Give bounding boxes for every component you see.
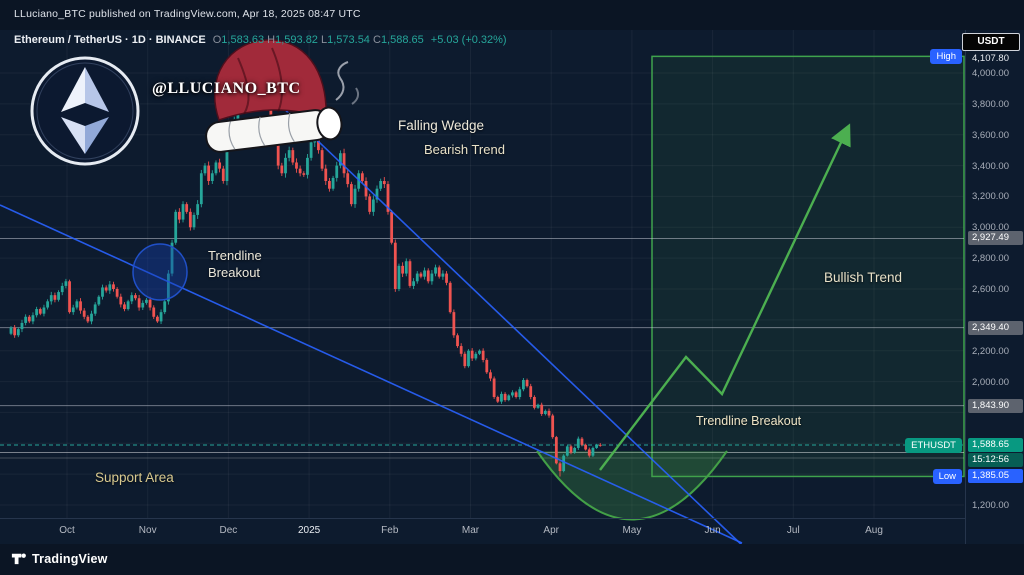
price-tick: 3,200.00: [972, 191, 1009, 203]
time-axis-label: Jun: [704, 525, 721, 536]
breakout-circle-drawing: [132, 243, 188, 301]
tradingview-brand-text: TradingView: [32, 551, 108, 566]
wedge-resistance-trendline: [234, 61, 746, 549]
time-axis-label: Mar: [461, 525, 480, 536]
level-price-badge: 1,843.90: [968, 398, 1023, 413]
price-tick: 4,000.00: [972, 67, 1009, 79]
price-tick: 3,400.00: [972, 160, 1009, 172]
price-tick: 3,600.00: [972, 129, 1009, 141]
wedge-trendlines: [0, 61, 746, 549]
time-axis-label: 2025: [297, 525, 321, 536]
low-price-badge: 1,385.05: [968, 469, 1023, 484]
symbol-title: Ethereum / TetherUS · 1D · BINANCE: [14, 34, 206, 46]
price-tick: 1,200.00: [972, 499, 1009, 511]
horizontal-price-levels: [0, 237, 964, 459]
time-axis-label: Jul: [786, 525, 800, 536]
bullish-projection-arrow: [599, 123, 851, 471]
time-axis-label: Oct: [59, 525, 75, 536]
santa-hat-drawing: [205, 39, 360, 153]
price-tick: 3,000.00: [972, 222, 1009, 234]
annotation-support-area: Support Area: [95, 470, 174, 485]
ethereum-logo: [30, 56, 140, 166]
price-tick: 3,800.00: [972, 98, 1009, 110]
change-value: +5.03 (+0.32%): [430, 34, 507, 46]
time-axis-label: Apr: [543, 525, 559, 536]
publish-bar: LLuciano_BTC published on TradingView.co…: [0, 0, 1024, 30]
time-axis-label: Dec: [219, 525, 238, 536]
symbol-header: Ethereum / TetherUS · 1D · BINANCE O1,58…: [14, 34, 507, 46]
low-flag: Low: [932, 469, 962, 485]
annotation-trendline-breakout-nov: Trendline Breakout: [208, 248, 262, 280]
ohlc-values: O1,583.63 H1,593.82 L1,573.54 C1,588.65: [212, 34, 424, 46]
time-axis[interactable]: Oct Nov Dec 2025 Feb Mar Apr May Jun Jul Aug: [0, 518, 965, 545]
bar-countdown-badge: 15:12:56: [968, 453, 1023, 468]
price-tick: 2,800.00: [972, 253, 1009, 265]
bullish-target-zone: [651, 55, 965, 478]
footer-bar: TradingView: [0, 544, 1024, 575]
author-watermark: @LLUCIANO_BTC: [152, 80, 301, 97]
symbol-flag: ETHUSDT: [905, 438, 962, 454]
tradingview-logo[interactable]: TradingView: [10, 550, 108, 567]
annotation-trendline-breakout-apr: Trendline Breakout: [696, 414, 802, 428]
level-price-badge: 2,927.49: [968, 231, 1023, 246]
price-tick: 2,200.00: [972, 345, 1009, 357]
price-scale[interactable]: 4,000.00 3,800.00 3,600.00 3,400.00 3,200.00…: [965, 30, 1024, 544]
descending-trendline: [0, 204, 743, 544]
grid-lines: [0, 30, 964, 518]
annotation-falling-wedge: Falling Wedge: [398, 118, 485, 133]
currency-toggle-button[interactable]: USDT: [962, 33, 1020, 51]
high-value: 4,107.80: [972, 53, 1009, 65]
time-axis-label: Nov: [138, 525, 157, 536]
time-axis-label: Feb: [381, 525, 399, 536]
publish-text: LLuciano_BTC published on TradingView.co…: [14, 8, 361, 20]
price-tick: 2,000.00: [972, 376, 1009, 388]
annotation-bearish-trend: Bearish Trend: [424, 142, 505, 157]
support-arc-drawing: [536, 450, 728, 521]
annotation-bullish-trend: Bullish Trend: [824, 270, 903, 285]
level-price-badge: 2,349.40: [968, 320, 1023, 335]
time-axis-label: May: [622, 525, 642, 536]
time-axis-label: Aug: [865, 525, 883, 536]
high-flag: High: [930, 49, 962, 65]
price-tick: 2,600.00: [972, 283, 1009, 295]
tradingview-logo-icon: [11, 553, 26, 565]
last-price-badge: 1,588.65: [968, 438, 1023, 453]
